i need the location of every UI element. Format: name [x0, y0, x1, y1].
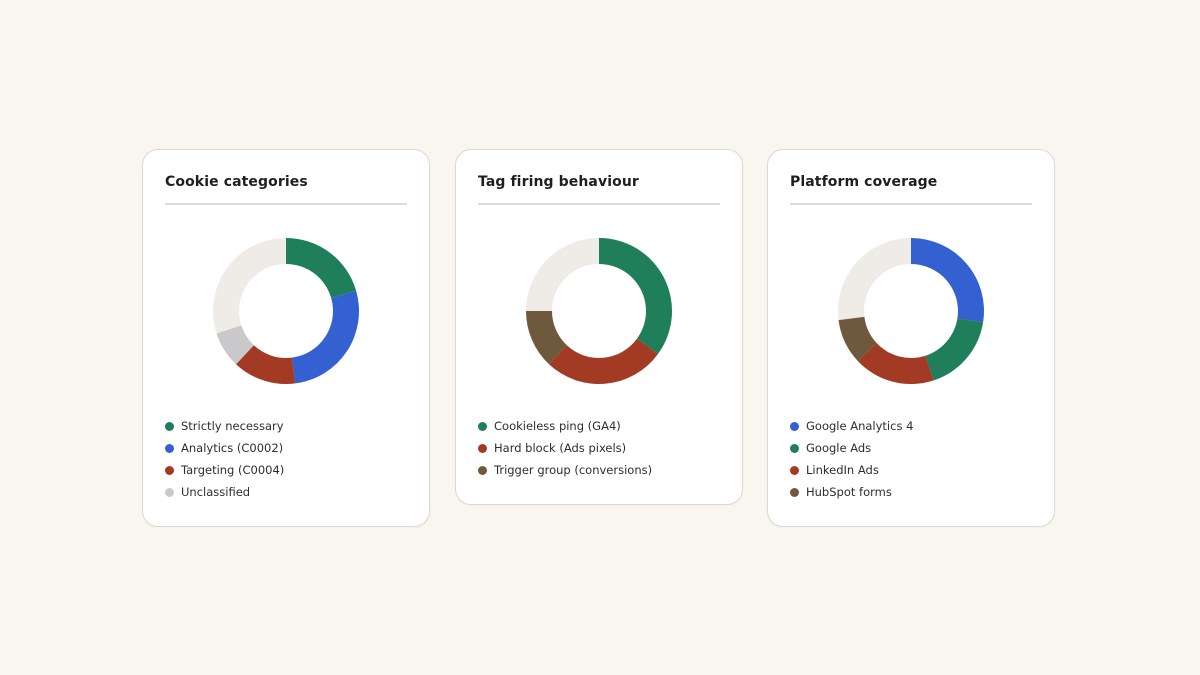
donut-slice — [838, 316, 877, 361]
legend-swatch — [478, 421, 487, 431]
chart-legend: Cookieless ping (GA4) Hard block (Ads pi… — [478, 415, 652, 481]
legend-item: Analytics (C0002) — [165, 437, 284, 459]
chart-title: Tag firing behaviour — [478, 174, 639, 190]
donut-slice — [925, 318, 984, 381]
legend-item: LinkedIn Ads — [790, 459, 913, 481]
donut-chart — [526, 238, 672, 384]
legend-swatch — [478, 465, 487, 475]
legend-swatch — [165, 421, 174, 431]
legend-item: Targeting (C0004) — [165, 459, 284, 481]
chart-legend: Strictly necessary Analytics (C0002) Tar… — [165, 415, 284, 503]
legend-swatch — [790, 443, 799, 453]
legend-swatch — [165, 487, 174, 497]
legend-item: Strictly necessary — [165, 415, 284, 437]
legend-label: Trigger group (conversions) — [494, 463, 653, 477]
legend-swatch — [790, 465, 799, 475]
chart-legend: Google Analytics 4 Google Ads LinkedIn A… — [790, 415, 913, 503]
legend-item: Google Analytics 4 — [790, 415, 913, 437]
legend-swatch — [478, 443, 487, 453]
donut-chart — [838, 238, 984, 384]
legend-item: Cookieless ping (GA4) — [478, 415, 652, 437]
legend-label: Hard block (Ads pixels) — [494, 441, 627, 455]
legend-label: Strictly necessary — [181, 419, 284, 433]
legend-label: Unclassified — [181, 485, 251, 499]
donut-slice — [599, 238, 672, 354]
legend-item: Hard block (Ads pixels) — [478, 437, 652, 459]
legend-label: LinkedIn Ads — [806, 463, 879, 477]
legend-label: Cookieless ping (GA4) — [494, 419, 621, 433]
legend-label: HubSpot forms — [806, 485, 892, 499]
legend-swatch — [790, 421, 799, 431]
donut-slice — [286, 238, 357, 298]
legend-label: Targeting (C0004) — [181, 463, 285, 477]
legend-swatch — [165, 443, 174, 453]
legend-item: HubSpot forms — [790, 481, 913, 503]
donut-slice — [526, 311, 567, 365]
legend-label: Google Analytics 4 — [806, 419, 914, 433]
legend-swatch — [165, 465, 174, 475]
legend-swatch — [790, 487, 799, 497]
donut-slice — [857, 343, 934, 384]
legend-item: Google Ads — [790, 437, 913, 459]
chart-card-cookie-categories: Cookie categories Strictly necessary Ana… — [142, 149, 430, 527]
title-divider — [478, 203, 720, 205]
donut-slice — [216, 325, 254, 365]
donut-slice — [291, 290, 359, 384]
legend-label: Analytics (C0002) — [181, 441, 284, 455]
legend-item: Unclassified — [165, 481, 284, 503]
legend-label: Google Ads — [806, 441, 872, 455]
donut-slice — [236, 345, 296, 384]
donut-slice — [549, 338, 659, 384]
title-divider — [165, 203, 407, 205]
donut-chart — [213, 238, 359, 384]
chart-card-tag-firing-behaviour: Tag firing behaviour Cookieless ping (GA… — [455, 149, 743, 505]
title-divider — [790, 203, 1032, 205]
legend-item: Trigger group (conversions) — [478, 459, 652, 481]
chart-card-platform-coverage: Platform coverage Google Analytics 4 Goo… — [767, 149, 1055, 527]
chart-title: Platform coverage — [790, 174, 938, 190]
donut-slice — [911, 238, 984, 323]
chart-title: Cookie categories — [165, 174, 308, 190]
